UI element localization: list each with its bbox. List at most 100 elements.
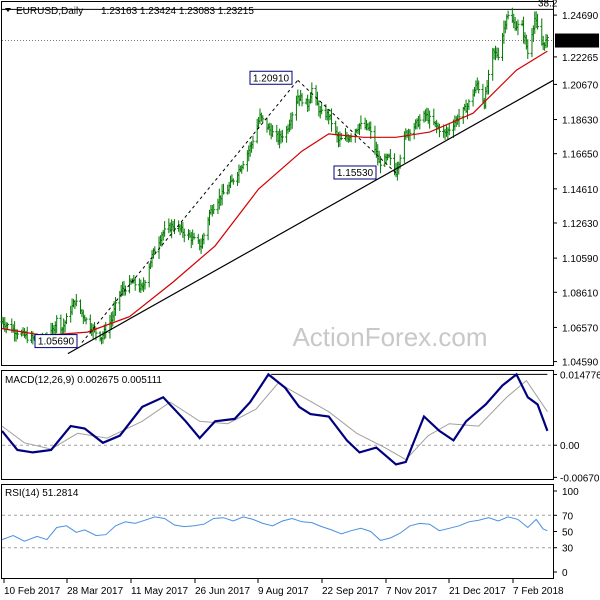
price-bar — [369, 121, 373, 140]
time-axis-label: 22 Sep 2017 — [322, 586, 379, 597]
time-axis-label: 26 Jun 2017 — [195, 586, 250, 597]
price-bar — [320, 102, 324, 115]
price-bar — [55, 315, 59, 334]
price-bar — [418, 114, 422, 130]
price-axis-label: 1.18630 — [562, 116, 599, 127]
price-bar — [64, 313, 68, 325]
price-bar — [271, 125, 275, 137]
price-bar — [477, 80, 481, 94]
price-axis-label: 1.22265 — [562, 53, 599, 64]
current-price-label: 1.23215 — [559, 37, 596, 48]
rsi-panel-frame — [1, 484, 554, 579]
price-bar — [74, 293, 78, 307]
price-axis-label: 1.24690 — [562, 11, 599, 22]
price-bar — [182, 228, 186, 243]
price-bar — [310, 82, 314, 104]
price-bar — [133, 277, 137, 291]
price-bar — [496, 47, 500, 61]
price-bar — [251, 135, 255, 149]
rsi-axis-label: 70 — [562, 511, 574, 522]
price-bar — [545, 34, 549, 48]
price-axis-label: 1.04590 — [562, 358, 599, 369]
chart-symbol-title: EURUSD,Daily — [16, 6, 83, 17]
price-bar — [339, 133, 343, 141]
macd-axis-label: -0.006705 — [560, 473, 600, 484]
price-axis-label: 1.08610 — [562, 288, 599, 299]
price-bar — [359, 115, 363, 130]
price-bar — [280, 129, 284, 143]
time-axis-label: 28 Mar 2017 — [67, 586, 124, 597]
fib-level-label: 38.2 — [538, 0, 558, 9]
moving-average-line — [1, 50, 548, 337]
price-axis-label: 1.10590 — [562, 254, 599, 265]
price-bar — [329, 108, 333, 132]
price-bar — [487, 69, 491, 95]
price-bar — [25, 326, 29, 344]
price-annotation-box — [333, 165, 377, 180]
price-bar — [467, 99, 471, 111]
price-axis-label: 1.06570 — [562, 323, 599, 334]
macd-main-line — [1, 372, 549, 466]
price-bar — [526, 39, 530, 59]
price-bar — [231, 178, 235, 185]
price-bar — [388, 148, 392, 166]
current-price-box — [555, 33, 599, 48]
rsi-axis-label: 0 — [562, 568, 568, 579]
price-axis-label: 1.12630 — [562, 219, 599, 230]
rsi-line — [1, 516, 548, 542]
price-annotation-label: 1.20910 — [253, 73, 290, 84]
rsi-series-layer — [1, 514, 553, 549]
swing-dashed-line — [297, 79, 397, 174]
rsi-axis-label: 50 — [562, 528, 574, 539]
macd-axis-label: 0.014776 — [560, 370, 600, 381]
price-bar — [437, 123, 441, 138]
support-trendline — [67, 79, 554, 355]
price-axis-label: 1.16650 — [562, 150, 599, 161]
price-bar — [222, 183, 226, 195]
watermark-text: ActionForex.com — [292, 322, 487, 352]
macd-axis-label: 0.00 — [560, 441, 580, 452]
chart-ohlc-values: 1.23163 1.23424 1.23083 1.23215 — [101, 6, 254, 17]
price-bar — [261, 115, 265, 123]
price-bar — [428, 110, 432, 129]
price-bar — [6, 322, 10, 331]
price-bar — [84, 317, 88, 325]
price-bar — [516, 19, 520, 36]
price-bar — [300, 93, 304, 107]
price-bar — [506, 10, 510, 20]
time-axis-label: 21 Dec 2017 — [449, 586, 506, 597]
price-axis-label: 1.14610 — [562, 185, 599, 196]
price-bar — [153, 246, 157, 254]
dropdown-triangle-icon[interactable] — [5, 8, 11, 12]
rsi-axis-label: 30 — [562, 544, 574, 555]
price-bar — [536, 13, 540, 30]
price-bar — [212, 204, 216, 215]
price-bar — [192, 232, 196, 240]
price-bar — [447, 123, 451, 136]
price-annotation-label: 1.05690 — [38, 337, 75, 348]
price-axis-label: 1.20670 — [562, 80, 599, 91]
time-axis-label: 10 Feb 2017 — [4, 586, 61, 597]
price-bar — [457, 108, 461, 128]
price-bar — [202, 232, 206, 245]
price-annotation-box — [249, 70, 293, 85]
price-bar — [114, 297, 118, 316]
price-panel-frame — [1, 1, 554, 366]
price-bar — [163, 221, 167, 237]
time-axis-label: 9 Aug 2017 — [258, 586, 309, 597]
time-axis-label: 7 Nov 2017 — [386, 586, 438, 597]
price-bar — [290, 111, 294, 129]
time-axis-label: 11 May 2017 — [131, 586, 189, 597]
time-axis-label: 7 Feb 2018 — [513, 586, 564, 597]
macd-series-layer — [1, 372, 553, 466]
price-annotation-box — [34, 334, 78, 349]
axis-labels-layer: 1.24690 1.22265 1.20670 1.18630 1.16650 1.146… — [3, 11, 600, 597]
rsi-axis-label: 100 — [562, 487, 579, 498]
swing-dashed-line — [81, 79, 299, 343]
price-bar — [241, 160, 245, 170]
price-annotation-label: 1.15530 — [337, 168, 374, 179]
price-series-layer: 38.2 1.05690 1.20910 1.15530 — [0, 0, 558, 355]
macd-title: MACD(12,26,9) 0.002675 0.005111 — [5, 375, 162, 386]
price-bar — [143, 279, 147, 290]
